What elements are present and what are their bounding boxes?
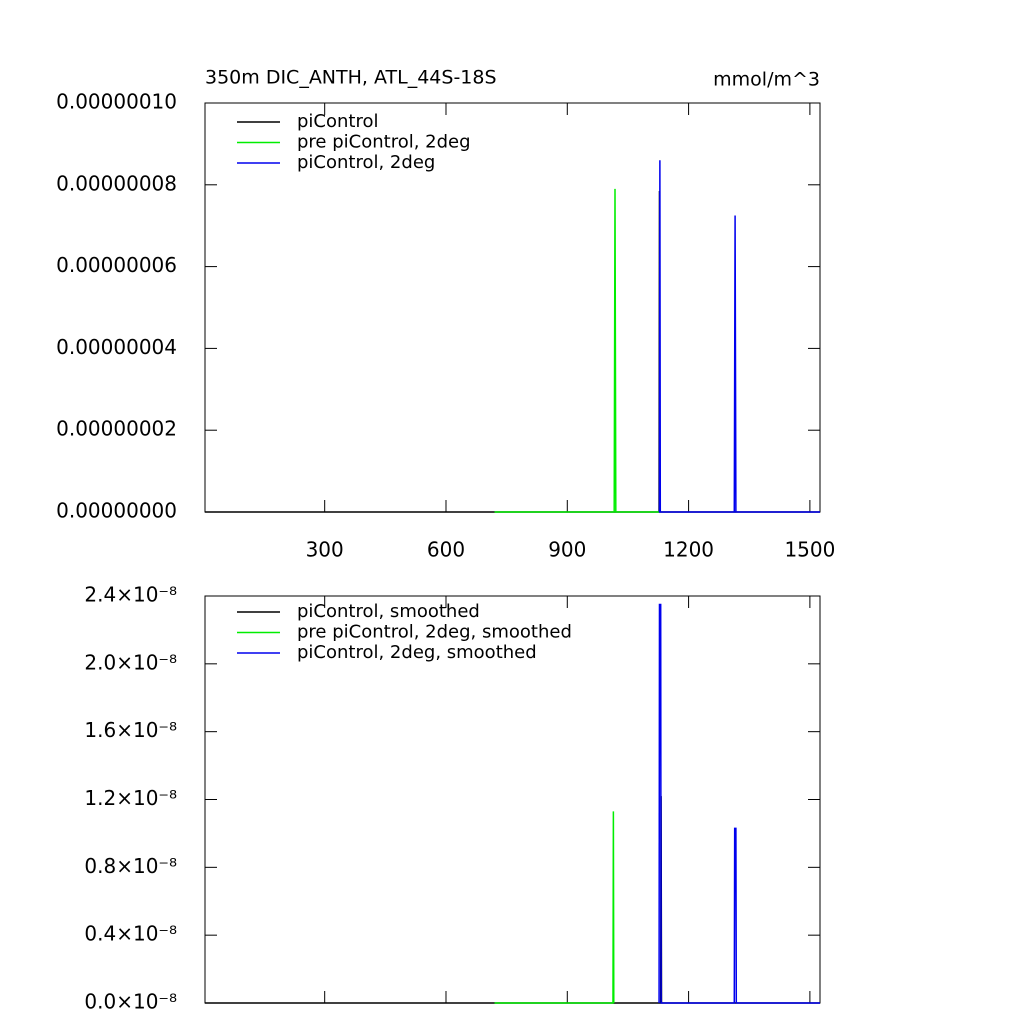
- y-tick-label: 0.00000004: [56, 335, 177, 359]
- data-line: [494, 188, 660, 513]
- data-line: [494, 811, 615, 1004]
- y-tick-label: 2.0×10⁻⁸: [84, 650, 177, 674]
- y-tick-label: 0.00000002: [56, 417, 177, 441]
- data-line: [205, 796, 820, 1004]
- legend-label: pre piControl, 2deg, smoothed: [297, 622, 572, 643]
- x-tick-label: 600: [427, 538, 465, 562]
- x-tick-label: 900: [548, 538, 586, 562]
- x-tick-label: 1500: [784, 538, 835, 562]
- units-label: mmol/m^3: [713, 69, 820, 91]
- legend-label: piControl: [297, 111, 379, 132]
- data-line: [658, 160, 820, 513]
- data-line: [658, 603, 820, 1004]
- legend-label: piControl, 2deg: [297, 152, 435, 173]
- y-tick-label: 2.4×10⁻⁸: [84, 583, 177, 607]
- y-tick-label: 1.6×10⁻⁸: [84, 718, 177, 742]
- y-tick-label: 0.8×10⁻⁸: [84, 854, 177, 878]
- x-tick-label: 1200: [663, 538, 714, 562]
- x-tick-label: 300: [306, 538, 344, 562]
- y-tick-label: 0.00000010: [56, 90, 177, 114]
- legend-label: pre piControl, 2deg: [297, 132, 471, 153]
- y-tick-label: 0.4×10⁻⁸: [84, 922, 177, 946]
- legend-label: piControl, smoothed: [297, 601, 480, 622]
- y-tick-label: 0.00000000: [56, 499, 177, 523]
- data-line: [205, 190, 820, 513]
- chart-title: 350m DIC_ANTH, ATL_44S-18S: [205, 67, 497, 89]
- y-tick-label: 0.00000008: [56, 171, 177, 195]
- y-tick-label: 0.0×10⁻⁸: [84, 990, 177, 1014]
- y-tick-label: 1.2×10⁻⁸: [84, 786, 177, 810]
- y-tick-label: 0.00000006: [56, 253, 177, 277]
- legend-label: piControl, 2deg, smoothed: [297, 642, 537, 663]
